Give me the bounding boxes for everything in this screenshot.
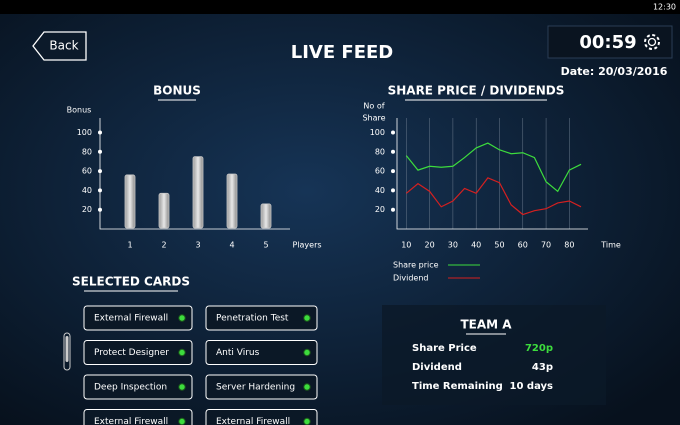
y-axis-label: Bonus <box>67 106 92 115</box>
status-bar <box>0 0 680 14</box>
y-tick-label: 100 <box>77 128 92 137</box>
y-tick <box>98 207 102 212</box>
y-tick <box>98 130 102 135</box>
y-tick-label: 60 <box>82 167 92 176</box>
axis <box>99 118 290 230</box>
y-tick-label: 100 <box>370 128 385 137</box>
x-tick-label: 60 <box>518 241 528 250</box>
x-tick-label: 30 <box>448 241 458 250</box>
card-label[interactable]: Anti Virus <box>216 348 260 358</box>
y-tick-label: 20 <box>375 205 385 214</box>
card-status[interactable] <box>178 383 186 391</box>
y-tick-label: 40 <box>375 186 385 195</box>
x-tick-label: 2 <box>161 241 166 250</box>
x-tick-label: 20 <box>425 241 435 250</box>
card[interactable] <box>83 340 193 365</box>
gear-hub[interactable] <box>647 37 657 47</box>
x-tick-label: 4 <box>229 241 234 250</box>
y-tick <box>391 188 395 193</box>
y-tick <box>98 149 102 154</box>
x-tick-label: 10 <box>401 241 411 250</box>
card-status[interactable] <box>303 417 311 425</box>
team-row-value: 10 days <box>510 381 554 392</box>
gear-teeth[interactable] <box>644 34 660 50</box>
team-row-value: 43p <box>532 362 553 373</box>
team-row-value: 720p <box>525 343 553 354</box>
card[interactable] <box>205 409 318 425</box>
y-tick <box>391 207 395 212</box>
card[interactable] <box>83 305 193 331</box>
x-tick-label: 1 <box>127 241 132 250</box>
y-tick-label: 20 <box>82 205 92 214</box>
card-status[interactable] <box>178 314 186 322</box>
y-tick-label: 80 <box>375 147 385 156</box>
legend-label: Dividend <box>393 274 429 283</box>
y-axis-label: Share <box>362 114 385 123</box>
bar <box>260 203 272 229</box>
data-line <box>405 142 582 193</box>
card-label[interactable]: Protect Designer <box>94 348 169 358</box>
team-row-label: Time Remaining <box>412 381 503 392</box>
y-tick <box>391 130 395 135</box>
card-label[interactable]: Penetration Test <box>216 314 289 324</box>
team-row-label: Share Price <box>412 343 477 354</box>
settings-icon[interactable] <box>644 34 660 50</box>
card-status[interactable] <box>178 348 186 357</box>
x-axis-label: Time <box>600 241 621 250</box>
timer: 00:59 <box>579 32 636 53</box>
card[interactable] <box>205 340 318 365</box>
card-label[interactable]: Deep Inspection <box>94 383 167 393</box>
section-title: SHARE PRICE / DIVIDENDS <box>388 84 565 98</box>
card-status[interactable] <box>178 417 186 425</box>
x-axis-label: Players <box>292 241 321 250</box>
team-panel <box>382 305 606 405</box>
scroll-thumb[interactable] <box>65 336 69 362</box>
legend-label: Share price <box>393 261 439 270</box>
card-status[interactable] <box>303 383 311 391</box>
team-row-label: Dividend <box>412 362 462 373</box>
card[interactable] <box>83 409 193 425</box>
section-title: SELECTED CARDS <box>72 275 190 289</box>
data-line <box>405 177 582 216</box>
axis <box>396 118 588 230</box>
x-tick-label: 3 <box>195 241 200 250</box>
page-title: LIVE FEED <box>291 42 394 63</box>
y-tick <box>391 169 395 174</box>
x-tick-label: 40 <box>471 241 481 250</box>
bar <box>124 174 136 229</box>
section-title: BONUS <box>153 84 201 98</box>
y-tick <box>98 188 102 193</box>
card[interactable] <box>205 374 318 400</box>
y-axis-label: No of <box>363 102 384 111</box>
status-time: 12:30 <box>653 3 676 12</box>
timer-box <box>547 25 673 59</box>
back-button[interactable] <box>32 31 87 61</box>
section-title: TEAM A <box>460 318 512 332</box>
y-tick <box>98 169 102 174</box>
scrollbar[interactable] <box>63 332 71 371</box>
card-label[interactable]: Server Hardening <box>216 383 295 393</box>
back-label[interactable]: Back <box>49 39 78 53</box>
y-tick <box>391 149 395 154</box>
card-label[interactable]: External Firewall <box>94 417 168 425</box>
card[interactable] <box>83 374 193 400</box>
date: Date: 20/03/2016 <box>561 65 668 78</box>
card-label[interactable]: External Firewall <box>94 314 168 324</box>
y-tick-label: 80 <box>82 147 92 156</box>
y-tick-label: 40 <box>82 186 92 195</box>
bar <box>192 156 204 229</box>
x-tick-label: 70 <box>541 241 551 250</box>
y-tick-label: 60 <box>375 167 385 176</box>
card[interactable] <box>205 305 318 331</box>
card-status[interactable] <box>303 314 311 322</box>
card-status[interactable] <box>303 348 311 357</box>
card-label[interactable]: External Firewall <box>216 417 290 425</box>
x-tick-label: 80 <box>564 241 574 250</box>
bar <box>158 192 170 229</box>
x-tick-label: 5 <box>263 241 268 250</box>
x-tick-label: 50 <box>494 241 504 250</box>
bar <box>226 173 238 229</box>
